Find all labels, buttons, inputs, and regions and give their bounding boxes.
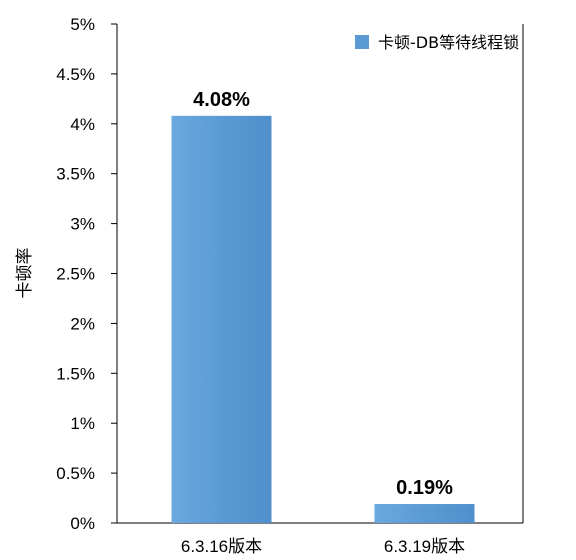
category-labels: 6.3.16版本 6.3.19版本 — [181, 537, 465, 556]
bar-data-label: 0.19% — [396, 477, 453, 499]
y-tick-label: 4.5% — [56, 65, 95, 84]
data-labels: 4.08% 0.19% — [193, 89, 453, 499]
bar — [374, 504, 475, 523]
bars — [171, 115, 475, 523]
y-ticks: 0% 0.5% 1% 1.5% 2% 2.5% 3% 3.5% 4% 4.5% 5% — [56, 15, 117, 533]
y-tick-label: 3.5% — [56, 165, 95, 184]
bar — [171, 115, 272, 523]
y-axis-label: 卡顿率 — [15, 248, 35, 299]
legend-label: 卡顿-DB等待线程锁 — [378, 33, 519, 52]
y-tick-label: 1.5% — [56, 364, 95, 383]
y-tick-label: 1% — [70, 414, 95, 433]
y-tick-label: 0.5% — [56, 464, 95, 483]
y-tick-label: 5% — [70, 15, 95, 34]
legend: 卡顿-DB等待线程锁 — [355, 33, 519, 52]
y-tick-label: 4% — [70, 115, 95, 134]
y-tick-label: 0% — [70, 514, 95, 533]
y-tick-label: 2.5% — [56, 265, 95, 284]
legend-swatch — [355, 35, 369, 49]
bar-data-label: 4.08% — [193, 89, 250, 111]
y-tick-label: 3% — [70, 215, 95, 234]
x-category-label: 6.3.19版本 — [384, 537, 465, 556]
x-category-label: 6.3.16版本 — [181, 537, 262, 556]
y-tick-label: 2% — [70, 314, 95, 333]
